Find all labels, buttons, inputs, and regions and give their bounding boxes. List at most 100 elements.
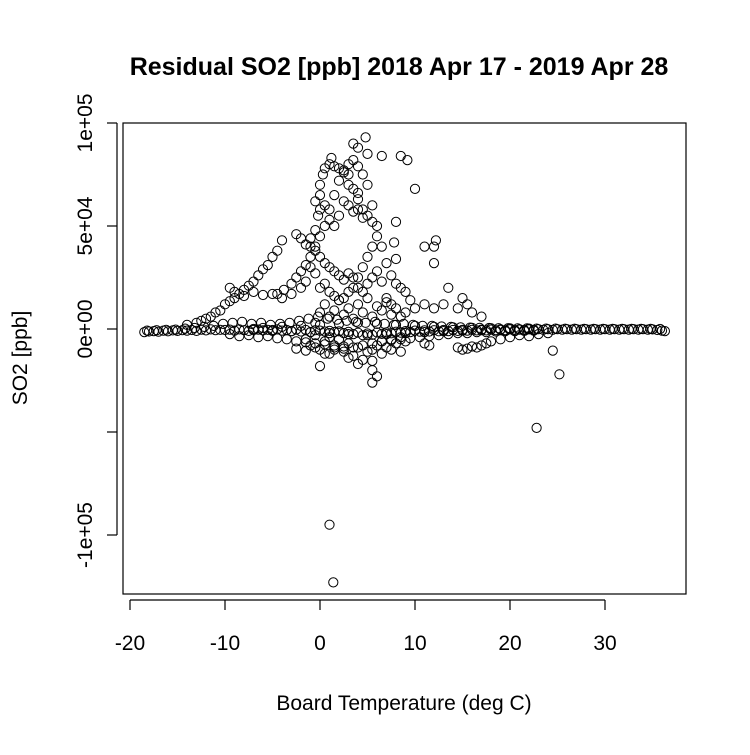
data-point [659, 326, 671, 337]
data-point [547, 345, 558, 356]
data-point [381, 258, 392, 269]
data-point [485, 323, 497, 334]
data-point [262, 331, 273, 342]
data-point [234, 331, 245, 342]
data-point [343, 303, 354, 314]
data-point [371, 231, 383, 242]
data-point [447, 322, 459, 333]
data-point [504, 332, 516, 343]
data-point [343, 352, 354, 363]
data-point [400, 286, 411, 297]
data-point [476, 325, 487, 336]
data-point [333, 295, 345, 306]
data-point [389, 319, 400, 330]
data-point [400, 336, 411, 347]
data-point [319, 299, 330, 310]
data-point [362, 148, 373, 159]
data-point [300, 260, 311, 271]
data-point [438, 299, 449, 310]
data-point [367, 272, 378, 283]
y-tick-label: -1e+05 [74, 502, 97, 568]
data-point [386, 309, 397, 320]
x-tick-label: 10 [403, 632, 426, 655]
data-point [267, 251, 278, 262]
data-point [360, 132, 371, 143]
data-point [343, 169, 354, 180]
data-point [333, 163, 345, 174]
data-point [348, 313, 359, 324]
data-point [338, 343, 349, 354]
data-point [262, 260, 273, 271]
data-point [367, 241, 378, 252]
data-point [402, 155, 413, 166]
x-tick-label: 30 [593, 632, 616, 655]
data-point [352, 204, 364, 215]
data-point [485, 336, 497, 347]
data-point [481, 338, 492, 349]
data-point [333, 210, 345, 221]
data-point [314, 179, 326, 190]
data-point [324, 311, 335, 322]
data-point [286, 278, 297, 289]
data-point [381, 297, 392, 308]
data-point [319, 278, 330, 289]
data-point [476, 340, 487, 351]
data-point [329, 305, 340, 316]
data-point [457, 293, 468, 304]
data-point [438, 326, 449, 337]
x-tick-label: 0 [314, 632, 326, 655]
data-point [256, 317, 267, 328]
data-point [248, 286, 259, 297]
data-point [338, 309, 349, 320]
data-point [430, 235, 441, 246]
data-point [523, 323, 535, 334]
x-tick-label: 20 [498, 632, 521, 655]
data-point [352, 358, 364, 370]
data-point [390, 216, 402, 227]
data-point [352, 299, 364, 310]
data-point [348, 350, 359, 361]
data-point [300, 239, 311, 250]
data-point [267, 324, 278, 336]
x-axis: -20 -10 0 10 20 30 [115, 599, 617, 655]
y-tick-label: 0e+00 [74, 300, 97, 359]
data-point [428, 321, 440, 332]
data-point [181, 319, 193, 330]
data-point [400, 307, 411, 318]
data-point [322, 313, 333, 324]
data-point [338, 293, 349, 304]
data-point [655, 323, 666, 335]
data-point [531, 422, 542, 433]
data-point [428, 303, 440, 314]
data-point [389, 237, 400, 248]
data-point [310, 317, 321, 328]
data-point [386, 299, 397, 310]
data-point [305, 251, 316, 262]
data-point [272, 245, 283, 256]
data-point [352, 142, 364, 153]
data-point [310, 225, 321, 236]
data-point [317, 169, 328, 180]
data-point [267, 288, 278, 300]
data-point [554, 369, 565, 380]
data-point [319, 220, 330, 232]
y-axis: -1e+05 0e+00 5e+04 1e+05 [74, 94, 118, 568]
y-axis-label: SO2 [ppb] [9, 311, 32, 406]
data-point [462, 299, 473, 310]
data-point [314, 307, 326, 318]
data-point [310, 241, 321, 252]
data-point [376, 150, 387, 162]
data-point [291, 336, 302, 347]
data-point [542, 328, 554, 339]
data-point [367, 216, 378, 227]
data-point [300, 345, 311, 356]
data-point [362, 330, 373, 341]
data-point [367, 365, 378, 376]
chart-title: Residual SO2 [ppb] 2018 Apr 17 - 2019 Ap… [130, 53, 669, 81]
data-point [314, 231, 326, 242]
data-point [419, 299, 430, 310]
data-point [367, 355, 378, 366]
data-point [419, 327, 430, 338]
data-point [229, 286, 240, 297]
data-point [371, 371, 383, 382]
